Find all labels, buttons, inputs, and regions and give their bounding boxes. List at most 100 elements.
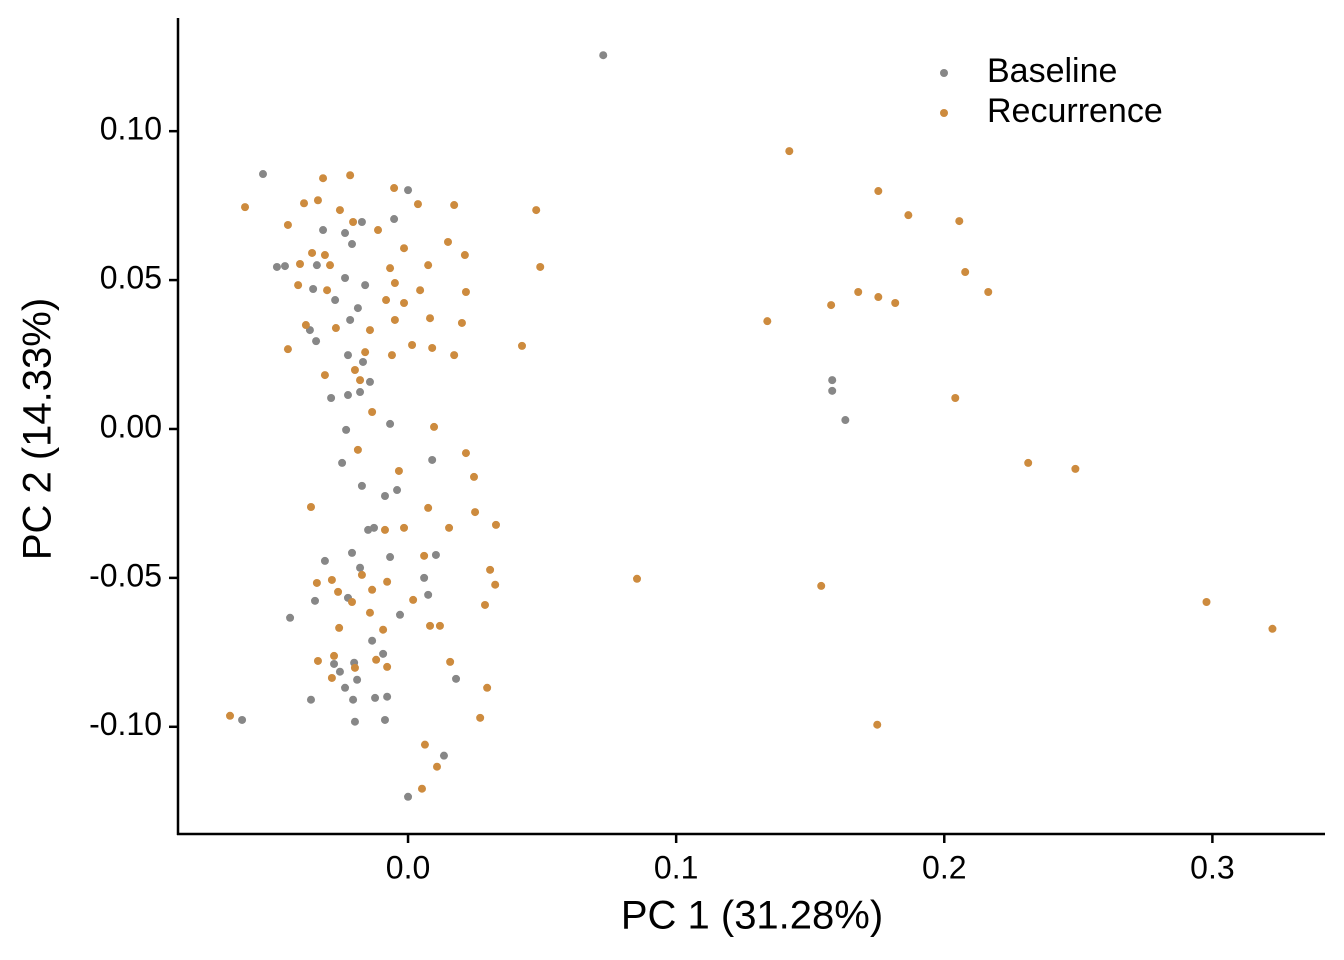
point — [368, 636, 377, 645]
point — [387, 351, 396, 360]
point — [480, 600, 489, 609]
point — [435, 621, 444, 630]
point — [341, 229, 350, 238]
point — [633, 574, 642, 583]
point — [408, 340, 417, 349]
point — [476, 713, 485, 722]
y-tick-label: -0.10 — [89, 706, 162, 742]
point — [330, 659, 339, 668]
point — [386, 553, 395, 562]
point — [306, 503, 315, 512]
point — [517, 341, 526, 350]
point — [827, 301, 836, 310]
point — [873, 720, 882, 729]
point — [380, 715, 389, 724]
point — [413, 200, 422, 209]
point — [961, 268, 970, 277]
point — [417, 784, 426, 793]
point — [365, 326, 374, 335]
point — [426, 314, 435, 323]
point — [341, 683, 350, 692]
point — [380, 491, 389, 500]
point — [283, 220, 292, 229]
point — [365, 377, 374, 386]
point — [319, 226, 328, 235]
point — [984, 287, 993, 296]
point — [335, 623, 344, 632]
point — [420, 573, 429, 582]
point — [386, 419, 395, 428]
point — [238, 715, 247, 724]
point — [306, 695, 315, 704]
point — [383, 692, 392, 701]
point — [343, 351, 352, 360]
y-tick-label: 0.00 — [100, 408, 162, 444]
point — [1202, 598, 1211, 607]
point — [368, 585, 377, 594]
point — [353, 675, 362, 684]
point — [331, 324, 340, 333]
point — [854, 287, 863, 296]
point — [383, 577, 392, 586]
point — [443, 237, 452, 246]
point — [295, 259, 304, 268]
point — [390, 279, 399, 288]
point — [446, 657, 455, 666]
point — [361, 281, 370, 290]
point — [356, 388, 365, 397]
legend-marker — [940, 69, 948, 77]
point — [356, 563, 365, 572]
point — [341, 273, 350, 282]
legend-label: Baseline — [987, 52, 1117, 90]
point — [452, 674, 461, 683]
point — [280, 262, 289, 271]
point — [431, 550, 440, 559]
point — [331, 296, 340, 305]
point — [951, 394, 960, 403]
point — [357, 218, 366, 226]
point — [891, 299, 900, 308]
point — [404, 186, 413, 195]
point — [309, 285, 318, 294]
point — [445, 523, 454, 532]
point — [353, 445, 362, 454]
point — [1268, 624, 1277, 633]
point — [461, 287, 470, 296]
point — [450, 351, 459, 360]
point — [430, 422, 439, 431]
point — [390, 184, 399, 193]
x-tick-label: 0.1 — [654, 849, 698, 885]
y-tick-label: 0.05 — [100, 260, 162, 296]
point — [599, 51, 608, 60]
point — [1071, 464, 1080, 473]
point — [348, 598, 357, 607]
point — [420, 740, 429, 749]
point — [327, 575, 336, 584]
point — [320, 251, 329, 260]
point — [312, 261, 321, 270]
y-tick-label: -0.05 — [89, 557, 162, 593]
point — [361, 348, 370, 357]
point — [379, 625, 388, 634]
point — [374, 226, 383, 235]
point — [371, 693, 380, 702]
point — [470, 472, 478, 481]
point — [348, 240, 357, 249]
point — [319, 174, 328, 183]
point — [382, 296, 391, 305]
point — [330, 651, 339, 660]
point — [241, 203, 250, 212]
point — [428, 343, 437, 352]
point — [404, 792, 413, 801]
point — [357, 570, 366, 579]
point — [491, 580, 500, 589]
point — [327, 673, 336, 682]
point — [471, 508, 480, 517]
point — [335, 667, 344, 676]
point — [874, 187, 883, 196]
point — [400, 523, 409, 532]
point — [396, 610, 404, 619]
point — [439, 751, 448, 760]
point — [368, 408, 377, 417]
